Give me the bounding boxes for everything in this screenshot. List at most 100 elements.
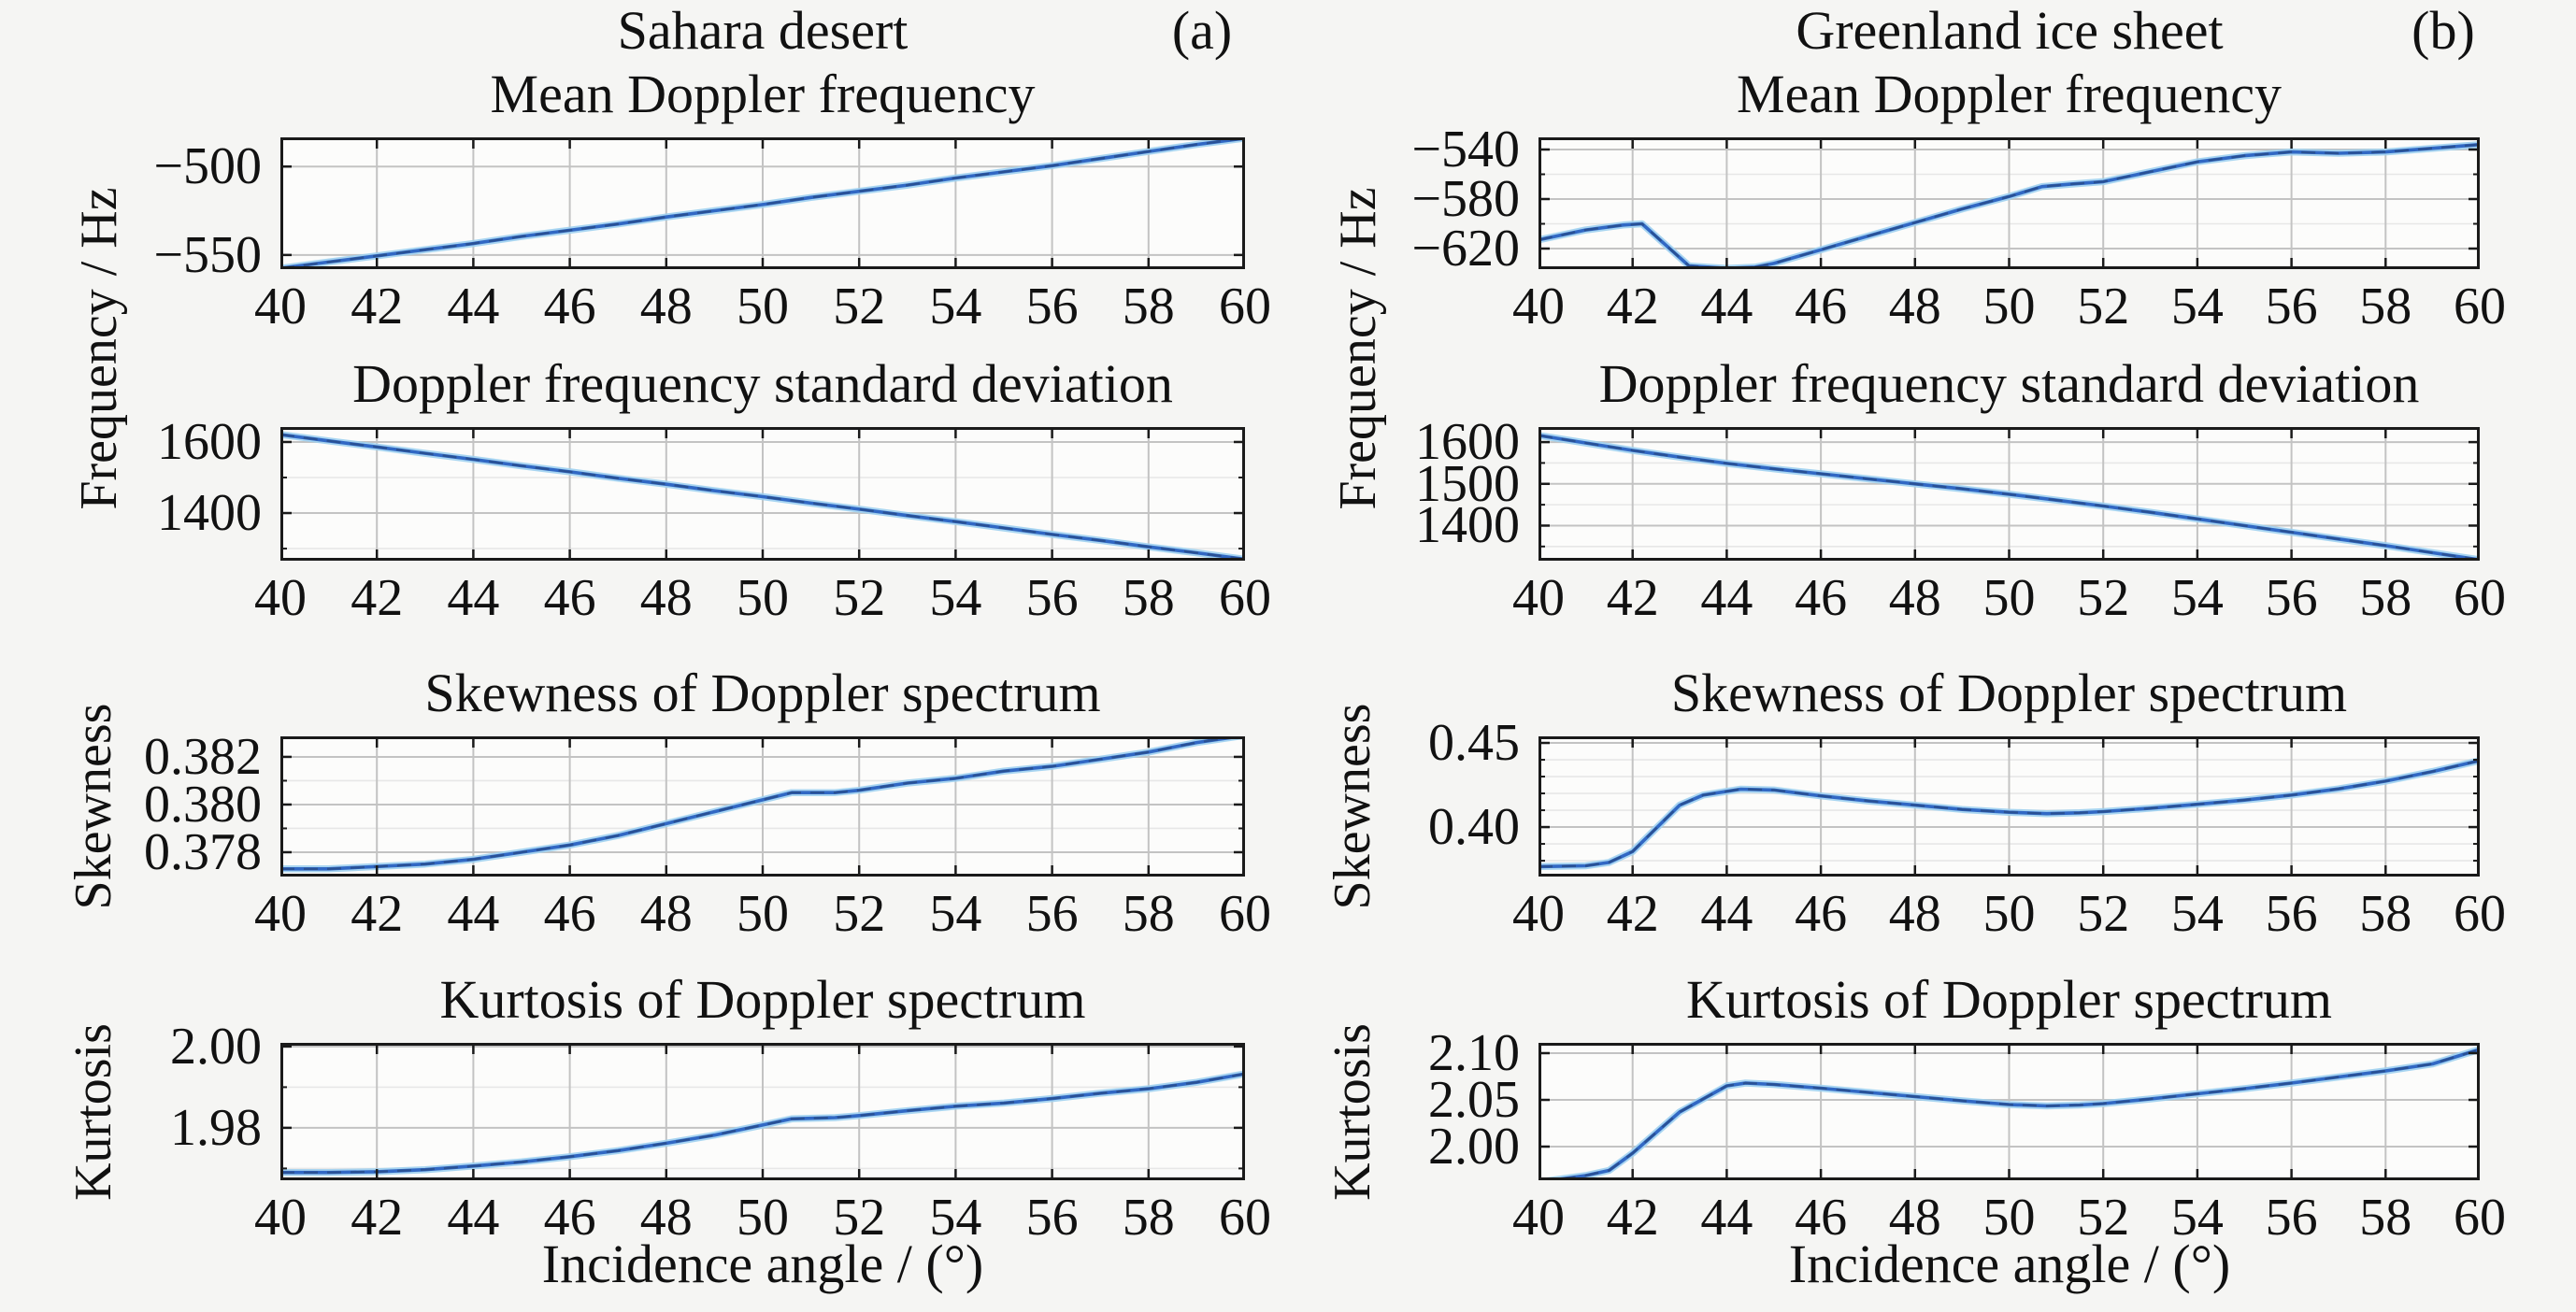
x-tick-label: 58 (1122, 278, 1175, 335)
x-tick-label: 50 (737, 885, 789, 943)
x-tick-label: 46 (1795, 569, 1848, 627)
x-tick-label: 40 (254, 885, 307, 943)
x-tick-label: 50 (737, 278, 789, 335)
x-tick-label: 52 (2077, 1189, 2130, 1247)
x-tick-label: 42 (351, 278, 404, 335)
series-line-main (280, 137, 1245, 269)
x-tick-label: 46 (543, 569, 596, 627)
x-tick-label: 46 (1795, 278, 1848, 335)
y-tick-label: 0.382 (144, 727, 262, 786)
x-tick-label: 54 (2170, 278, 2224, 335)
series-group (1538, 757, 2480, 871)
x-tick-label: 58 (1122, 885, 1175, 943)
x-tick-label: 44 (1700, 1189, 1753, 1247)
x-tick-label: 50 (1982, 278, 2036, 335)
x-tick-label: 40 (254, 1189, 307, 1247)
x-tick-label: 48 (1888, 569, 1941, 627)
x-tick-label: 40 (1512, 885, 1565, 943)
x-tick-label: 40 (1512, 1189, 1565, 1247)
x-tick-label: 56 (2265, 278, 2318, 335)
x-tick-label: 44 (447, 569, 500, 627)
y-tick-label: 1600 (157, 412, 262, 471)
series-group (280, 736, 1245, 873)
y-tick-label: −580 (1411, 169, 1520, 228)
chart-title: Mean Doppler frequency (490, 64, 1036, 124)
x-tick-label: 44 (1700, 278, 1753, 335)
y-tick-label: 2.10 (1428, 1024, 1520, 1082)
series-group (280, 137, 1245, 269)
x-tick-label: 42 (351, 569, 404, 627)
chart-svg (1538, 137, 2480, 269)
chart-title: Skewness of Doppler spectrum (1670, 663, 2348, 723)
chart-svg (1538, 427, 2480, 561)
y-tick-label: 0.378 (144, 822, 262, 881)
x-tick-label: 46 (1795, 1189, 1848, 1247)
x-tick-label: 44 (447, 1189, 500, 1247)
x-tick-label: 50 (1982, 569, 2036, 627)
y-tick-label: 1.98 (170, 1098, 262, 1157)
x-tick-label: 48 (1888, 885, 1941, 943)
y-tick-label: 1600 (1415, 413, 1520, 472)
plot-area (280, 137, 1245, 269)
x-tick-label: 48 (639, 569, 693, 627)
x-tick-label: 48 (1888, 278, 1941, 335)
x-tick-label: 58 (1122, 1189, 1175, 1247)
x-tick-label: 56 (1025, 278, 1079, 335)
axes-border (280, 736, 1245, 877)
y-tick-label: −550 (153, 225, 262, 284)
x-tick-label: 54 (929, 885, 982, 943)
panel-tag-a: (a) (1171, 0, 1233, 61)
y-tick-label: 2.00 (1428, 1118, 1520, 1176)
x-tick-label: 54 (929, 1189, 982, 1247)
panel-tag-b: (b) (2411, 0, 2475, 61)
series-line-dashed (280, 736, 1245, 871)
column-title-sahara: Sahara desert (617, 0, 909, 61)
series-group (1538, 432, 2480, 561)
x-tick-label: 48 (639, 1189, 693, 1247)
chart-title: Kurtosis of Doppler spectrum (1685, 969, 2333, 1030)
x-axis-label-right: Incidence angle / (°) (1788, 1234, 2231, 1294)
y-tick-label: 1500 (1415, 454, 1520, 513)
chart-svg (1538, 1043, 2480, 1180)
x-tick-label: 56 (1025, 1189, 1079, 1247)
x-tick-label: 54 (2170, 569, 2224, 627)
y-tick-label: −620 (1411, 220, 1520, 278)
chart-svg (280, 1043, 1245, 1180)
y-tick-label: 0.380 (144, 775, 262, 834)
x-tick-label: 40 (254, 278, 307, 335)
x-tick-label: 42 (351, 1189, 404, 1247)
x-tick-label: 56 (1025, 885, 1079, 943)
plot-area (1538, 427, 2480, 561)
series-line-dashed (1538, 759, 2480, 868)
x-tick-label: 60 (1219, 569, 1271, 627)
y-tick-label: 0.45 (1428, 714, 1520, 773)
series-line-main (280, 433, 1245, 561)
x-tick-label: 52 (2077, 885, 2130, 943)
x-tick-label: 56 (1025, 569, 1079, 627)
axes-border (1538, 427, 2480, 561)
x-tick-label: 56 (2265, 1189, 2318, 1247)
y-tick-label: 1400 (157, 484, 262, 543)
x-tick-label: 46 (543, 1189, 596, 1247)
x-tick-label: 58 (1122, 569, 1175, 627)
y-tick-label: −540 (1411, 120, 1520, 178)
x-tick-label: 52 (833, 885, 886, 943)
axes-border (1538, 1043, 2480, 1180)
series-line-dashed (1538, 434, 2480, 561)
x-tick-label: 52 (2077, 569, 2130, 627)
x-tick-label: 58 (2359, 278, 2412, 335)
axes-border (1538, 736, 2480, 877)
y-tick-label: 2.00 (170, 1017, 262, 1076)
series-line-dashed (280, 1072, 1245, 1174)
x-tick-label: 50 (1982, 1189, 2036, 1247)
x-tick-label: 60 (2454, 1189, 2506, 1247)
chart-svg (280, 736, 1245, 877)
chart-title: Mean Doppler frequency (1737, 64, 2282, 124)
x-tick-label: 52 (833, 1189, 886, 1247)
column-title-greenland: Greenland ice sheet (1796, 0, 2224, 61)
series-group (1538, 1046, 2480, 1180)
x-tick-label: 60 (2454, 569, 2506, 627)
series-line-dashed (1538, 143, 2480, 269)
x-tick-label: 54 (2170, 1189, 2224, 1247)
x-tick-label: 56 (2265, 885, 2318, 943)
